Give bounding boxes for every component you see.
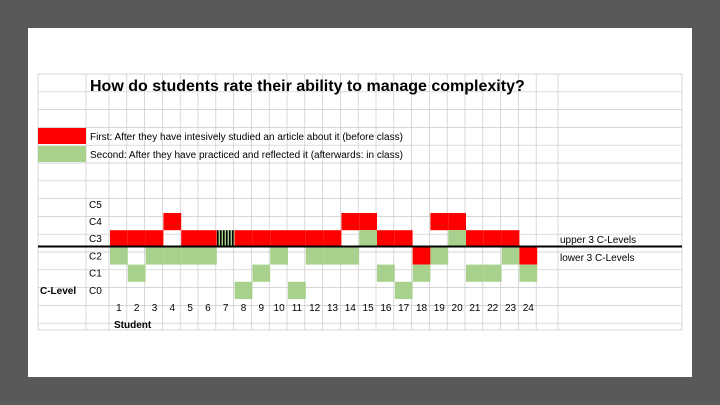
student-label: 23: [505, 303, 517, 314]
cell-first: [270, 230, 288, 248]
legend-label-first: First: After they have intesively studie…: [90, 132, 403, 143]
cell-second: [448, 230, 466, 248]
student-label: 3: [152, 303, 158, 314]
student-label: 6: [205, 303, 211, 314]
cell-first: [323, 230, 342, 248]
cell-first: [163, 213, 182, 231]
cell-second: [394, 281, 413, 299]
cell-second: [234, 281, 253, 299]
cell-second: [181, 247, 199, 265]
student-label: 20: [452, 303, 464, 314]
lower-threshold-label: lower 3 C-Levels: [560, 253, 634, 264]
student-label: 16: [380, 303, 392, 314]
slide: How do students rate their ability to ma…: [28, 28, 692, 377]
cell-first: [127, 230, 146, 248]
cell-first: [412, 247, 431, 265]
cell-second: [323, 247, 342, 265]
level-labels: C0 C1 C2 C3 C4 C5: [89, 200, 102, 297]
student-label: 10: [274, 303, 286, 314]
student-label: 9: [259, 303, 265, 314]
level-label: C1: [89, 269, 102, 280]
legend-swatch-first: [38, 128, 86, 144]
student-label: 24: [523, 303, 535, 314]
cell-second: [252, 264, 271, 282]
cell-first: [448, 213, 466, 231]
student-label: 13: [327, 303, 339, 314]
cell-second: [305, 247, 324, 265]
cell-first: [394, 230, 413, 248]
student-label: 5: [187, 303, 193, 314]
cell-first: [234, 230, 253, 248]
chart: How do students rate their ability to ma…: [37, 73, 683, 331]
student-label: 7: [223, 303, 229, 314]
student-label: 22: [487, 303, 499, 314]
level-label: C5: [89, 200, 102, 211]
cell-second: [288, 281, 306, 299]
student-label: 11: [292, 303, 303, 314]
cell-second: [127, 264, 146, 282]
level-label: C2: [89, 251, 102, 262]
cell-first: [519, 247, 538, 265]
cell-second: [466, 264, 484, 282]
cell-second: [377, 264, 395, 282]
legend-label-second: Second: After they have practiced and re…: [90, 150, 403, 161]
cell-first: [359, 213, 377, 231]
upper-threshold-label: upper 3 C-Levels: [560, 235, 636, 246]
cell-second: [199, 247, 217, 265]
cell-second: [270, 247, 288, 265]
student-label: 19: [434, 303, 446, 314]
level-label: C4: [89, 217, 102, 228]
cell-first: [430, 213, 449, 231]
cell-first: [288, 230, 306, 248]
cell-second: [483, 264, 502, 282]
student-label: 12: [309, 303, 321, 314]
cell-first: [483, 230, 502, 248]
cell-first: [466, 230, 484, 248]
student-label: 17: [398, 303, 410, 314]
cell-first: [305, 230, 324, 248]
cell-first: [377, 230, 395, 248]
cell-second: [412, 264, 431, 282]
level-label: C3: [89, 234, 102, 245]
student-label: 4: [170, 303, 176, 314]
x-axis-label: Student: [114, 320, 152, 331]
cells: [110, 213, 538, 299]
chart-title: How do students rate their ability to ma…: [90, 78, 525, 95]
student-label: 15: [363, 303, 375, 314]
student-label: 1: [116, 303, 122, 314]
student-label: 8: [241, 303, 247, 314]
y-axis-label: C-Level: [40, 286, 76, 297]
student-label: 2: [134, 303, 140, 314]
gridlines: [37, 73, 683, 331]
cell-first: [145, 230, 164, 248]
student-label: 14: [345, 303, 357, 314]
level-label: C0: [89, 286, 102, 297]
legend-swatch-second: [38, 146, 86, 162]
cell-second: [341, 247, 360, 265]
cell-second: [359, 230, 377, 248]
student-label: 18: [416, 303, 428, 314]
cell-first: [110, 230, 128, 248]
cell-overlap: [216, 230, 235, 248]
cell-second: [430, 247, 449, 265]
cell-second: [163, 247, 182, 265]
cell-first: [199, 230, 217, 248]
cell-first: [252, 230, 271, 248]
cell-second: [519, 264, 538, 282]
cell-first: [501, 230, 520, 248]
cell-second: [110, 247, 128, 265]
student-labels: 1 2 3 4 5 6 7 8 9 10 11 12 13 14 15 16 17 18 19 20 21 22 23 24: [116, 303, 534, 314]
cell-second: [145, 247, 164, 265]
cell-second: [501, 247, 520, 265]
cell-first: [181, 230, 199, 248]
cell-first: [341, 213, 360, 231]
student-label: 21: [469, 303, 481, 314]
